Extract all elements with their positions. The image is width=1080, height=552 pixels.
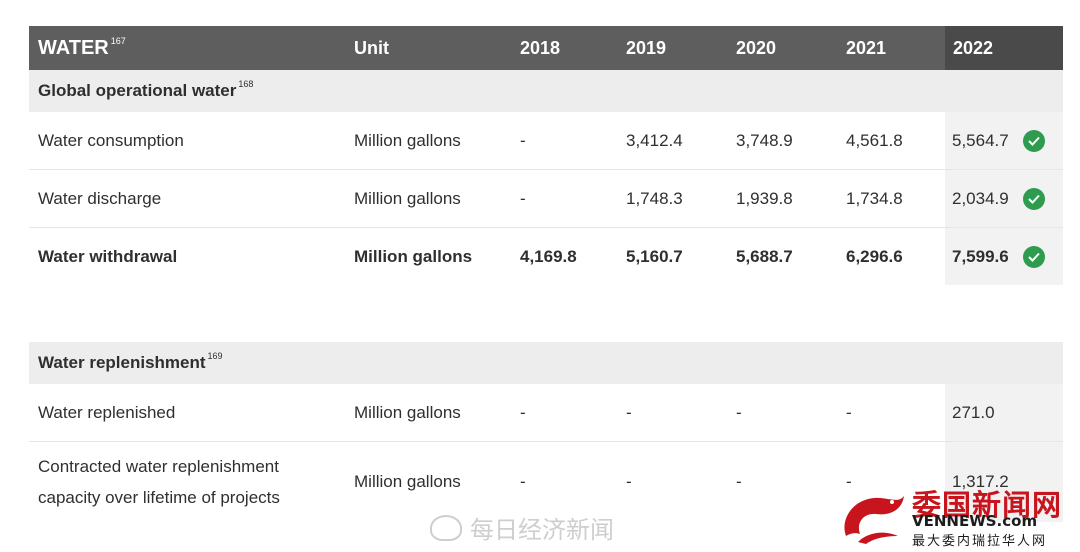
watermark: 每日经济新闻 (430, 510, 614, 545)
value-2018: - (520, 402, 526, 422)
header-year-2018: 2018 (520, 37, 561, 58)
value-2018: - (520, 472, 526, 491)
value-2022: 1,317.2 (945, 442, 1063, 522)
value-2019: 1,748.3 (626, 188, 683, 208)
row-label: Water discharge (38, 188, 162, 208)
header-year-2019: 2019 (626, 37, 667, 58)
section-water-replenishment: Water replenishment 169 (29, 342, 1063, 384)
header-year-2021: 2021 (846, 37, 887, 58)
value-2022: 7,599.6 (945, 228, 1063, 285)
dragon-logo-icon (844, 496, 904, 544)
value-2018: - (520, 130, 526, 150)
value-2020: 5,688.7 (736, 246, 793, 266)
row-unit: Million gallons (354, 246, 473, 266)
row-label: Water consumption (38, 130, 184, 150)
value-2021: - (846, 402, 852, 422)
check-icon (1022, 129, 1045, 152)
value-2020: 1,939.8 (736, 188, 793, 208)
value-2020: 3,748.9 (736, 130, 793, 150)
value-2022: 2,034.9 (945, 170, 1063, 227)
value-2022: 271.0 (945, 384, 1063, 441)
table-row: Water discharge Million gallons - 1,748.… (29, 170, 1063, 228)
table-row: Contracted water replenishment capacity … (29, 442, 1063, 522)
footnote-167: 167 (110, 36, 126, 46)
section-spacer (29, 285, 1063, 342)
row-label: Contracted water replenishment capacity … (38, 457, 280, 507)
value-2022: 5,564.7 (945, 112, 1063, 169)
value-2021: 1,734.8 (846, 188, 903, 208)
header-year-2020: 2020 (736, 37, 777, 58)
value-2019: - (626, 472, 632, 491)
logo-domain: VENNEWS.com (912, 512, 1038, 530)
value-2021: - (846, 472, 852, 491)
section-title: Water replenishment 169 (38, 351, 223, 372)
value-2020: - (736, 472, 742, 491)
weibo-icon (430, 514, 462, 541)
value-2018: - (520, 188, 526, 208)
header-unit: Unit (354, 37, 389, 58)
value-2018: 4,169.8 (520, 246, 577, 266)
water-table: WATER 167 Unit 2018 2019 2020 2021 2022 G… (29, 26, 1063, 522)
value-2021: 6,296.6 (846, 246, 903, 266)
value-2021: 4,561.8 (846, 130, 903, 150)
check-icon (1022, 187, 1045, 210)
vennews-logo: 委国新闻网 VENNEWS.com 最大委内瑞拉华人网 (838, 482, 1080, 552)
row-unit: Million gallons (354, 402, 461, 422)
section-title: Global operational water 168 (38, 79, 254, 100)
table-row: Water replenished Million gallons - - - … (29, 384, 1063, 442)
section-global-operational-water: Global operational water 168 (29, 70, 1063, 112)
logo-chinese-name: 委国新闻网 (912, 488, 1063, 522)
row-unit: Million gallons (354, 188, 461, 208)
row-unit: Million gallons (354, 472, 461, 491)
value-2020: - (736, 402, 742, 422)
value-2019: 3,412.4 (626, 130, 683, 150)
table-header: WATER 167 Unit 2018 2019 2020 2021 2022 (29, 26, 1063, 70)
watermark-text: 每日经济新闻 (470, 516, 614, 544)
header-title: WATER 167 (38, 36, 126, 59)
check-icon (1022, 245, 1045, 268)
logo-tagline: 最大委内瑞拉华人网 (912, 534, 1048, 549)
value-2019: - (626, 402, 632, 422)
table-row: Water consumption Million gallons - 3,41… (29, 112, 1063, 170)
row-label: Water replenished (38, 402, 176, 422)
row-unit: Million gallons (354, 130, 461, 150)
value-2019: 5,160.7 (626, 246, 683, 266)
table-row: Water withdrawal Million gallons 4,169.8… (29, 228, 1063, 285)
row-label: Water withdrawal (38, 246, 178, 266)
header-year-2022: 2022 (945, 26, 1063, 70)
footnote-169: 169 (207, 351, 223, 361)
footnote-168: 168 (238, 79, 254, 89)
